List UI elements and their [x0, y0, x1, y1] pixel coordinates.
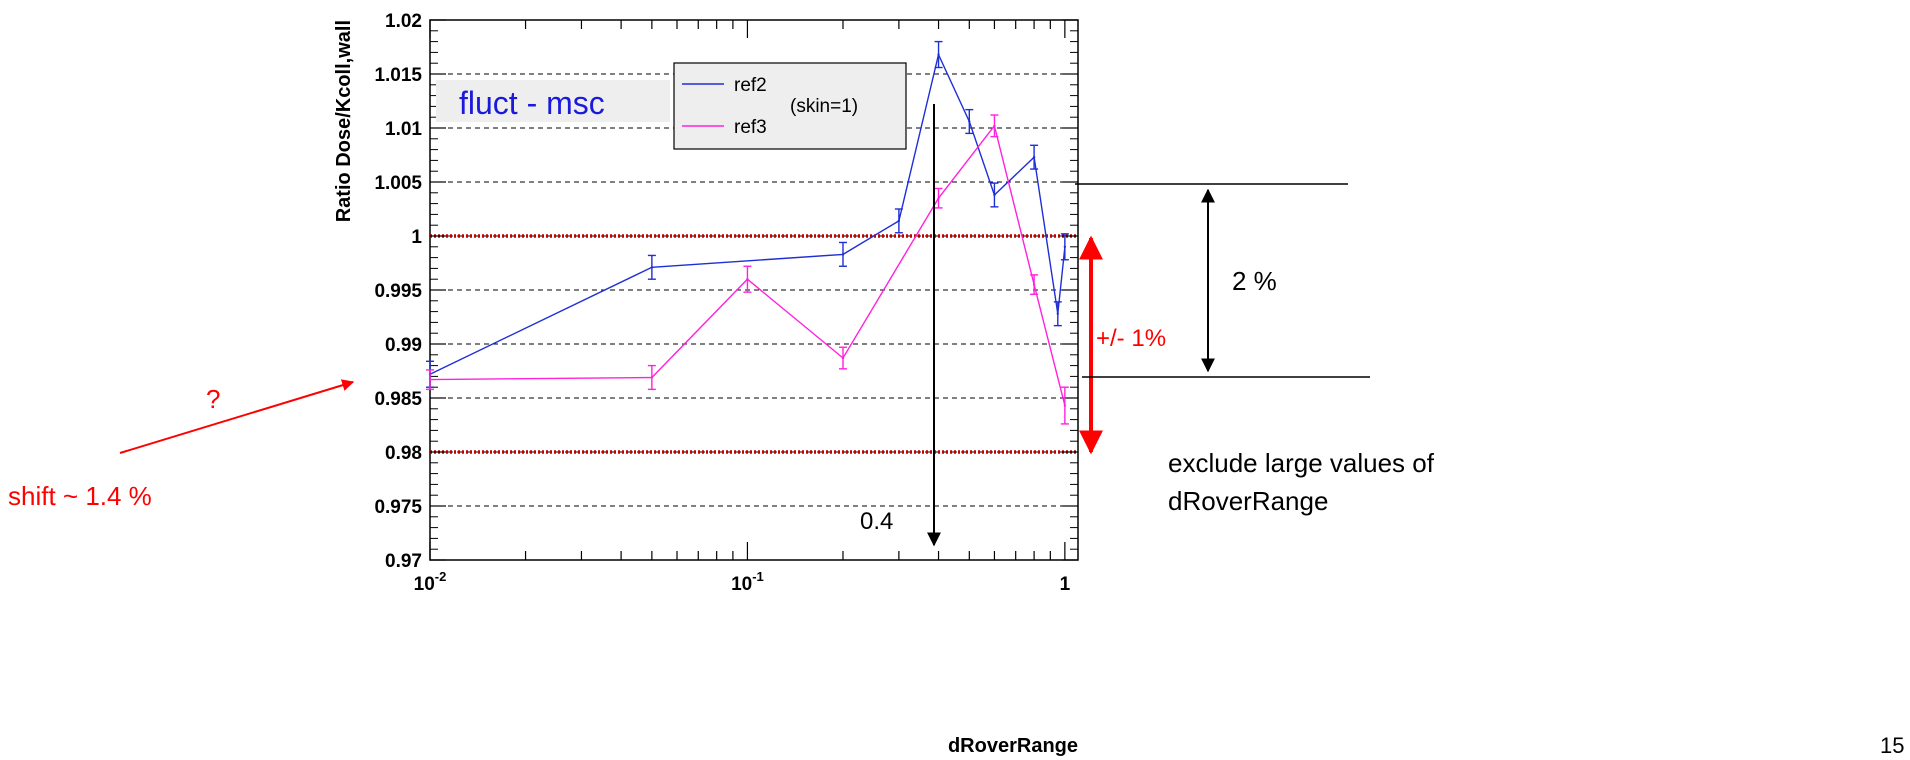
- x-tick-label: 1: [1060, 574, 1071, 595]
- series-line-ref2: [429, 52, 1066, 375]
- x-tick-exponent: -2: [435, 569, 447, 584]
- y-tick-label: 0.995: [374, 281, 422, 302]
- reference-lines: [430, 234, 1078, 454]
- band-note: +/- 1%: [1096, 325, 1166, 352]
- exclude-note-line2: dRoverRange: [1168, 486, 1328, 516]
- data-point: [650, 376, 654, 379]
- legend-label-ref3: ref3: [734, 117, 767, 138]
- data-point: [650, 266, 654, 269]
- data-point: [897, 219, 901, 223]
- data-point: [841, 356, 845, 360]
- data-point: [1063, 404, 1067, 407]
- data-point: [937, 197, 940, 200]
- shift-arrow: [119, 379, 355, 454]
- value-marker-label: 0.4: [860, 508, 893, 535]
- data-point: [1032, 155, 1036, 159]
- y-tick-label: 1.005: [374, 173, 422, 194]
- plot-label: fluct - msc: [459, 85, 605, 121]
- exclude-note-line1: exclude large values of: [1168, 448, 1435, 478]
- series-ref3: [426, 114, 1069, 425]
- y-tick-label: 1.01: [385, 119, 422, 140]
- data-point: [746, 278, 749, 281]
- legend-label-ref2: ref2: [734, 75, 767, 96]
- series-line-ref3: [429, 124, 1066, 406]
- y-tick-label: 1.02: [385, 11, 422, 32]
- data-point: [1063, 245, 1067, 248]
- legend-box: [673, 62, 907, 150]
- data-point: [841, 253, 845, 256]
- shift-note: shift ~ 1.4 %: [8, 481, 152, 511]
- x-tick-label: 10-1: [731, 569, 764, 595]
- y-tick-label: 0.98: [385, 443, 422, 464]
- data-point: [968, 120, 971, 123]
- legend: ref2 ref3 (skin=1): [673, 62, 907, 150]
- data-point: [1032, 283, 1036, 286]
- data-point: [937, 53, 940, 56]
- x-axis-title: dRoverRange: [948, 735, 1078, 757]
- y-tick-label: 0.97: [385, 551, 422, 572]
- y-tick-label: 1.015: [374, 65, 422, 86]
- data-point: [993, 124, 996, 128]
- data-series: [426, 40, 1069, 425]
- x-tick-label: 10-2: [414, 569, 447, 595]
- data-point: [1056, 312, 1059, 315]
- question-mark: ?: [206, 384, 220, 414]
- spread-note: 2 %: [1232, 266, 1277, 296]
- x-tick-exponent: -1: [752, 569, 764, 584]
- y-tick-label: 0.99: [385, 335, 422, 356]
- page-number: 15: [1880, 733, 1904, 758]
- y-axis-title: Ratio Dose/Kcoll,wall: [333, 20, 355, 222]
- y-axis: 0.97 0.975 0.98 0.985 0.99 0.995 1 1.005 1.01 1.0…: [374, 11, 1078, 572]
- data-point: [428, 378, 432, 381]
- y-tick-label: 0.975: [374, 497, 422, 518]
- y-tick-label: 1: [411, 227, 422, 248]
- data-point: [993, 193, 996, 197]
- legend-note: (skin=1): [790, 96, 858, 117]
- plot-label-box: [436, 80, 670, 122]
- y-tick-label: 0.985: [374, 389, 422, 410]
